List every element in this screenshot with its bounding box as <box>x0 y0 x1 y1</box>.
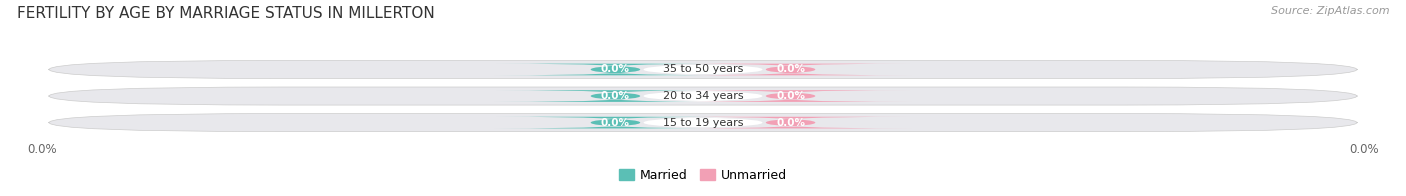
Text: 35 to 50 years: 35 to 50 years <box>662 64 744 74</box>
FancyBboxPatch shape <box>669 90 911 102</box>
Text: 0.0%: 0.0% <box>776 118 806 128</box>
FancyBboxPatch shape <box>617 64 789 75</box>
Text: 20 to 34 years: 20 to 34 years <box>662 91 744 101</box>
FancyBboxPatch shape <box>495 64 735 75</box>
Text: 15 to 19 years: 15 to 19 years <box>662 118 744 128</box>
Text: 0.0%: 0.0% <box>776 91 806 101</box>
FancyBboxPatch shape <box>49 113 1357 132</box>
FancyBboxPatch shape <box>495 117 735 128</box>
Text: Source: ZipAtlas.com: Source: ZipAtlas.com <box>1271 6 1389 16</box>
Text: 0.0%: 0.0% <box>600 64 630 74</box>
Text: FERTILITY BY AGE BY MARRIAGE STATUS IN MILLERTON: FERTILITY BY AGE BY MARRIAGE STATUS IN M… <box>17 6 434 21</box>
Text: 0.0%: 0.0% <box>600 91 630 101</box>
FancyBboxPatch shape <box>49 87 1357 105</box>
FancyBboxPatch shape <box>617 90 789 102</box>
FancyBboxPatch shape <box>49 60 1357 79</box>
FancyBboxPatch shape <box>669 64 911 75</box>
Text: 0.0%: 0.0% <box>776 64 806 74</box>
FancyBboxPatch shape <box>669 117 911 128</box>
Text: 0.0%: 0.0% <box>600 118 630 128</box>
FancyBboxPatch shape <box>617 117 789 128</box>
Legend: Married, Unmarried: Married, Unmarried <box>619 169 787 182</box>
FancyBboxPatch shape <box>495 90 735 102</box>
